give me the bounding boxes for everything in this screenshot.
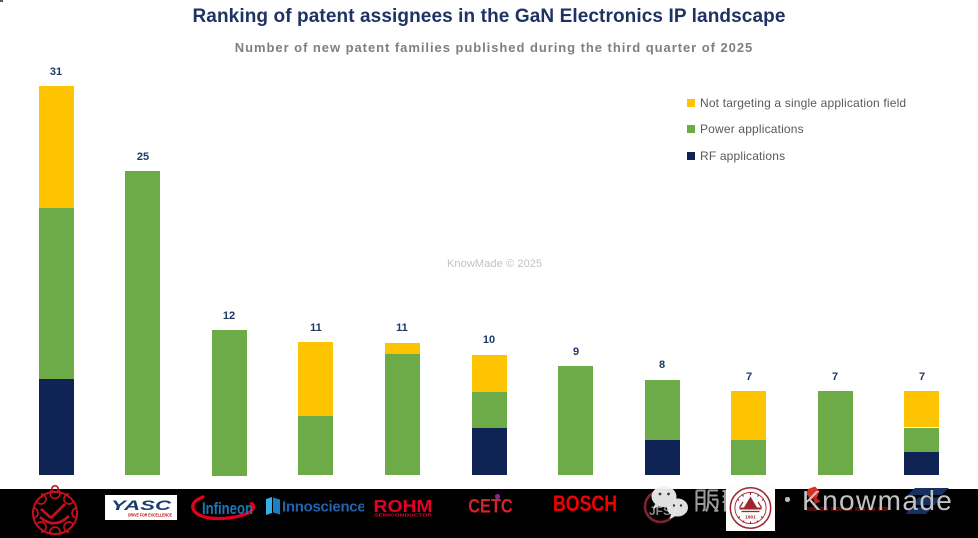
svg-text:YASC: YASC	[111, 498, 171, 513]
svg-text:BOSCH: BOSCH	[553, 492, 617, 516]
svg-text:ROHM: ROHM	[374, 496, 433, 516]
svg-text:SEMICONDUCTOR: SEMICONDUCTOR	[374, 512, 433, 517]
svg-text:Infineon: Infineon	[202, 500, 253, 518]
svg-text:1901: 1901	[745, 515, 756, 521]
svg-text:DRIVE FOR EXCELLENCE: DRIVE FOR EXCELLENCE	[128, 512, 172, 517]
svg-text:Innoscience: Innoscience	[282, 499, 364, 516]
svg-text:CETC: CETC	[468, 496, 513, 516]
